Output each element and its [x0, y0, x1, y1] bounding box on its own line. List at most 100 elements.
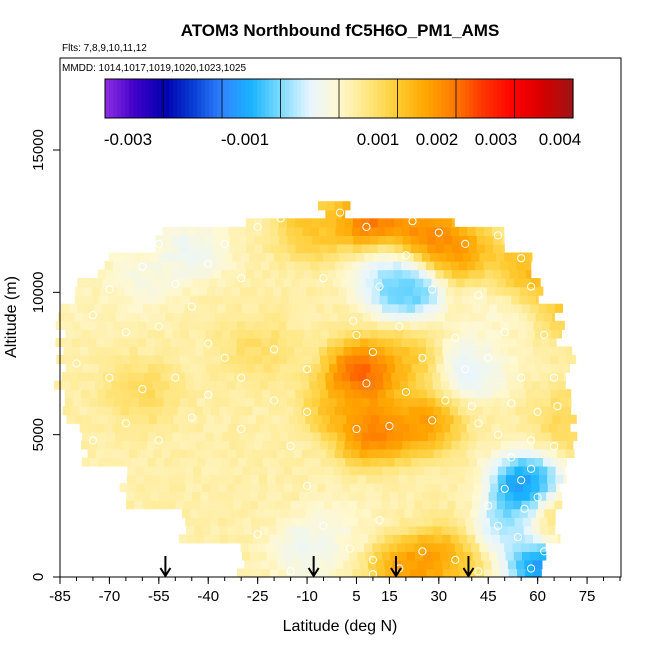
- heatmap-cell: [435, 389, 445, 399]
- heatmap-cell: [386, 363, 396, 373]
- heatmap-cell: [241, 491, 251, 501]
- heatmap-cell: [136, 406, 146, 416]
- heatmap-cell: [535, 414, 545, 424]
- heatmap-cell: [361, 354, 370, 365]
- heatmap-cell: [168, 474, 178, 484]
- heatmap-cell: [188, 397, 198, 407]
- heatmap-cell: [424, 372, 433, 382]
- heatmap-cell: [364, 491, 374, 501]
- observation-point: [138, 262, 147, 271]
- heatmap-cell: [192, 500, 201, 510]
- heatmap-cell: [514, 517, 524, 527]
- heatmap-cell: [238, 329, 248, 339]
- heatmap-cell: [417, 337, 427, 348]
- heatmap-cell: [185, 380, 195, 390]
- heatmap-cell: [278, 269, 288, 279]
- heatmap-cell: [114, 457, 124, 467]
- heatmap-cell: [524, 423, 534, 433]
- heatmap-cell: [180, 243, 190, 254]
- heatmap-cell: [415, 465, 425, 476]
- heatmap-cell: [323, 491, 333, 501]
- heatmap-cell: [277, 346, 287, 356]
- heatmap-cell: [301, 559, 311, 570]
- heatmap-cell: [271, 431, 281, 441]
- colorbar-swatch: [545, 79, 550, 118]
- heatmap-cell: [483, 226, 493, 236]
- observation-point: [527, 282, 536, 291]
- heatmap-cell: [420, 312, 430, 322]
- heatmap-cell: [209, 303, 218, 313]
- heatmap-cell: [135, 465, 145, 476]
- heatmap-cell: [121, 337, 131, 348]
- x-tick-label: 15: [381, 588, 398, 605]
- heatmap-cell: [361, 243, 371, 254]
- heatmap-cell: [268, 380, 277, 390]
- heatmap-cell: [203, 346, 213, 356]
- heatmap-cell: [303, 243, 313, 254]
- heatmap-cell: [97, 354, 107, 365]
- heatmap-cell: [238, 363, 248, 373]
- observation-point: [520, 504, 529, 513]
- heatmap-cell: [218, 517, 227, 527]
- heatmap-cell: [548, 448, 558, 459]
- heatmap-cell: [105, 354, 115, 365]
- heatmap-cell: [368, 226, 378, 236]
- heatmap-cell: [114, 354, 123, 365]
- heatmap-cell: [449, 406, 459, 416]
- heatmap-cell: [543, 431, 553, 441]
- heatmap-cell: [204, 354, 214, 365]
- heatmap-cell: [222, 431, 231, 441]
- heatmap-cell: [90, 431, 100, 441]
- colorbar-swatch: [137, 79, 142, 118]
- heatmap-cell: [234, 372, 244, 382]
- heatmap-cell: [333, 483, 343, 493]
- heatmap-cell: [392, 423, 402, 433]
- heatmap-cell: [481, 465, 491, 476]
- heatmap-cell: [326, 448, 336, 459]
- heatmap-cell: [475, 346, 485, 356]
- heatmap-cell: [131, 329, 141, 339]
- heatmap-cell: [508, 346, 518, 356]
- heatmap-cell: [334, 448, 344, 459]
- heatmap-cell: [98, 431, 108, 441]
- heatmap-cell: [121, 346, 130, 356]
- observation-point: [517, 373, 526, 382]
- colorbar-swatch: [497, 79, 502, 118]
- heatmap-cell: [454, 286, 463, 296]
- heatmap-cell: [474, 423, 484, 433]
- heatmap-cell: [261, 320, 271, 330]
- heatmap-cell: [435, 354, 445, 365]
- heatmap-cell: [442, 346, 452, 356]
- colorbar-swatch: [541, 79, 546, 118]
- heatmap-cell: [445, 312, 454, 322]
- heatmap-cell: [340, 500, 350, 510]
- heatmap-cell: [209, 278, 218, 288]
- heatmap-cell: [440, 517, 450, 527]
- heatmap-cell: [407, 517, 417, 527]
- observation-point: [220, 353, 229, 362]
- heatmap-cell: [246, 457, 256, 467]
- heatmap-cell: [482, 448, 492, 459]
- heatmap-cell: [354, 508, 364, 518]
- heatmap-cell: [519, 312, 528, 322]
- heatmap-cell: [435, 235, 445, 245]
- heatmap-cell: [278, 397, 288, 407]
- heatmap-cell: [196, 354, 206, 365]
- observation-point: [428, 285, 437, 294]
- heatmap-cell: [96, 423, 105, 433]
- heatmap-cell: [527, 295, 537, 305]
- heatmap-cell: [204, 440, 214, 450]
- heatmap-cell: [305, 286, 315, 296]
- observation-point: [303, 481, 312, 490]
- heatmap-cell: [468, 354, 478, 365]
- heatmap-cell: [285, 261, 295, 271]
- heatmap-cell: [351, 261, 361, 271]
- heatmap-cell: [233, 491, 243, 501]
- heatmap-cell: [255, 414, 265, 424]
- heatmap-cell: [203, 534, 213, 544]
- heatmap-cell: [241, 500, 251, 510]
- heatmap-cell: [450, 226, 460, 236]
- heatmap-cell: [435, 243, 445, 254]
- heatmap-cell: [261, 568, 271, 578]
- heatmap-cell: [229, 243, 239, 254]
